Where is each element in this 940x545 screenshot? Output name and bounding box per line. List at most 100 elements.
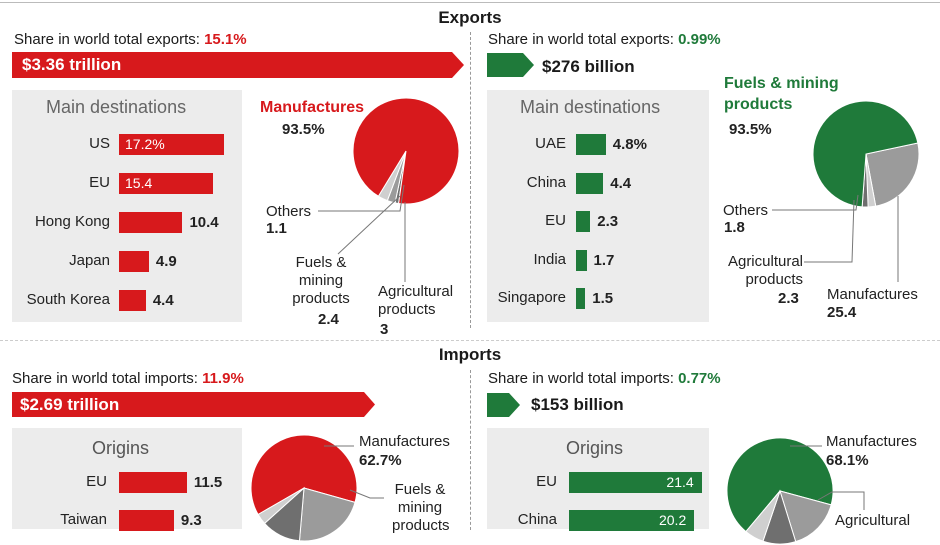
imports-right-manu-value: 68.1% xyxy=(826,452,869,469)
imports-left-panel-title: Origins xyxy=(92,438,150,458)
imports_right-bar-0 xyxy=(569,472,702,493)
exports_right-bar-0 xyxy=(576,134,606,155)
imports_left-bar-0 xyxy=(119,472,187,493)
exports_left-bar-value-2: 10.4 xyxy=(189,214,219,231)
exports_left-pie-slice-3 xyxy=(352,97,460,205)
exports_left-bar-value-0: 17.2% xyxy=(125,136,165,152)
exports_right-bar-label-4: Singapore xyxy=(497,289,566,306)
imports-right-manu-label: Manufactures xyxy=(826,433,917,450)
imports-left-total: $2.69 trillion xyxy=(20,395,120,414)
exports-left-panel-title: Main destinations xyxy=(46,97,187,117)
exports-right-share: Share in world total exports: 0.99% xyxy=(488,31,721,48)
exports-right-arrow xyxy=(487,53,534,77)
imports_right-bar-label-1: China xyxy=(517,511,557,528)
exports_right-bar-2 xyxy=(576,211,591,232)
exports_right-bar-value-3: 1.7 xyxy=(593,251,615,269)
exports-right-others-value: 1.8 xyxy=(724,219,745,236)
exports_right-bar-label-1: China xyxy=(526,173,566,191)
exports-right-fuels-value: 93.5% xyxy=(729,121,772,138)
exports-right-leaders xyxy=(772,194,899,282)
exports-right-others-label: Others xyxy=(723,202,769,219)
exports-left-fuels-value: 2.4 xyxy=(318,311,339,328)
exports-right-panel xyxy=(487,90,709,322)
exports_right-bar-value-2: 2.3 xyxy=(597,213,619,230)
imports-right-agri-label: Agricultural xyxy=(835,512,911,529)
top-rule xyxy=(0,2,940,3)
imports_left-bar-1 xyxy=(119,510,174,531)
exports-right-agri-value: 2.3 xyxy=(778,290,799,307)
imports_right-bar-value-1: 20.2 xyxy=(658,512,687,528)
exports-left-pie xyxy=(352,97,460,205)
exports-right-pie xyxy=(812,100,920,208)
exports_right-pie-slice-0 xyxy=(865,142,920,207)
imports_left-bar-value-0: 11.5 xyxy=(193,474,223,491)
exports_right-bar-1 xyxy=(576,172,604,194)
imports_right-bar-value-0: 21.4 xyxy=(666,474,694,490)
imports-left-pie xyxy=(250,434,358,542)
exports_right-bar-value-0: 4.8% xyxy=(612,136,647,153)
imports-right-total: $153 billion xyxy=(531,395,624,414)
exports_left-bar-1 xyxy=(119,173,213,194)
imports_left-bar-label-1: Taiwan xyxy=(60,511,107,528)
imports-right-leaders xyxy=(790,445,865,510)
imports_right-bar-label-0: EU xyxy=(536,473,557,490)
imports_left-pie-slice-0 xyxy=(250,434,358,516)
exports-right-manu-label: Manufactures xyxy=(827,286,918,303)
imports-left-manu-value: 62.7% xyxy=(359,452,402,469)
exports-left-fuels-label: Fuels & mining products xyxy=(292,254,350,307)
exports-right-fuels-label: Fuels & mining products xyxy=(724,75,839,113)
exports-right-panel-title: Main destinations xyxy=(520,97,661,117)
exports_left-bar-label-0: US xyxy=(89,135,110,152)
exports_left-bar-2 xyxy=(119,212,183,233)
exports_right-bar-label-3: India xyxy=(533,250,566,268)
exports_left-bar-label-2: Hong Kong xyxy=(34,213,110,230)
exports_left-bar-label-3: Japan xyxy=(69,252,110,269)
section-rule xyxy=(0,340,940,341)
divider-imports xyxy=(470,370,471,530)
exports-left-share: Share in world total exports: 15.1% xyxy=(14,31,247,48)
imports-left-leaders xyxy=(324,445,384,499)
exports-left-manu-label: Manufactures xyxy=(260,99,365,116)
imports-right-arrow xyxy=(487,393,520,417)
exports_left-bar-3 xyxy=(119,251,149,272)
exports-right-manu-value: 25.4 xyxy=(827,304,857,321)
exports_left-bar-value-3: 4.9 xyxy=(155,253,177,270)
divider-exports xyxy=(470,32,471,328)
exports_left-bar-0 xyxy=(119,134,224,155)
exports_right-pie-slice-3 xyxy=(812,100,919,208)
exports-left-arrow xyxy=(12,52,464,78)
imports_right-pie-slice-0 xyxy=(726,437,834,533)
imports_right-bar-1 xyxy=(569,510,695,531)
exports_left-bar-4 xyxy=(119,290,146,311)
exports_right-bar-value-1: 4.4 xyxy=(610,174,632,192)
exports-left-leaders xyxy=(318,184,406,282)
exports-right-agri-label: Agricultural products xyxy=(727,253,803,288)
imports_left-bar-value-1: 9.3 xyxy=(180,512,202,529)
exports_right-bar-value-4: 1.5 xyxy=(592,290,614,307)
imports-right-panel-title: Origins xyxy=(566,438,624,458)
imports-left-share: Share in world total imports: 11.9% xyxy=(12,370,244,387)
exports_right-bar-3 xyxy=(576,249,587,271)
imports-title: Imports xyxy=(438,345,502,364)
exports_left-bar-value-1: 15.4 xyxy=(125,175,153,191)
exports-right-total: $276 billion xyxy=(542,57,635,76)
exports_right-bar-label-2: EU xyxy=(545,212,566,229)
exports_left-bar-label-4: South Korea xyxy=(26,291,110,308)
exports-left-total: $3.36 trillion xyxy=(22,55,122,74)
exports-left-agri-label: Agricultural products xyxy=(378,283,454,318)
imports-left-manu-label: Manufactures xyxy=(359,433,450,450)
exports_right-bar-4 xyxy=(576,288,586,309)
imports-left-arrow xyxy=(12,392,375,417)
exports-left-agri-value: 3 xyxy=(380,321,389,338)
exports_left-bar-label-1: EU xyxy=(89,174,110,191)
imports_left-bar-label-0: EU xyxy=(86,473,107,490)
exports-title: Exports xyxy=(438,8,502,27)
imports_left-pie-slice-3 xyxy=(257,487,305,525)
exports-left-manu-value: 93.5% xyxy=(282,121,325,138)
exports-left-panel xyxy=(12,90,242,322)
exports_right-bar-label-0: UAE xyxy=(535,135,566,152)
exports-left-others-value: 1.1 xyxy=(266,220,287,237)
exports-left-others-label: Others xyxy=(266,203,312,220)
imports-right-share: Share in world total imports: 0.77% xyxy=(488,370,721,387)
exports_left-bar-value-4: 4.4 xyxy=(152,292,174,309)
